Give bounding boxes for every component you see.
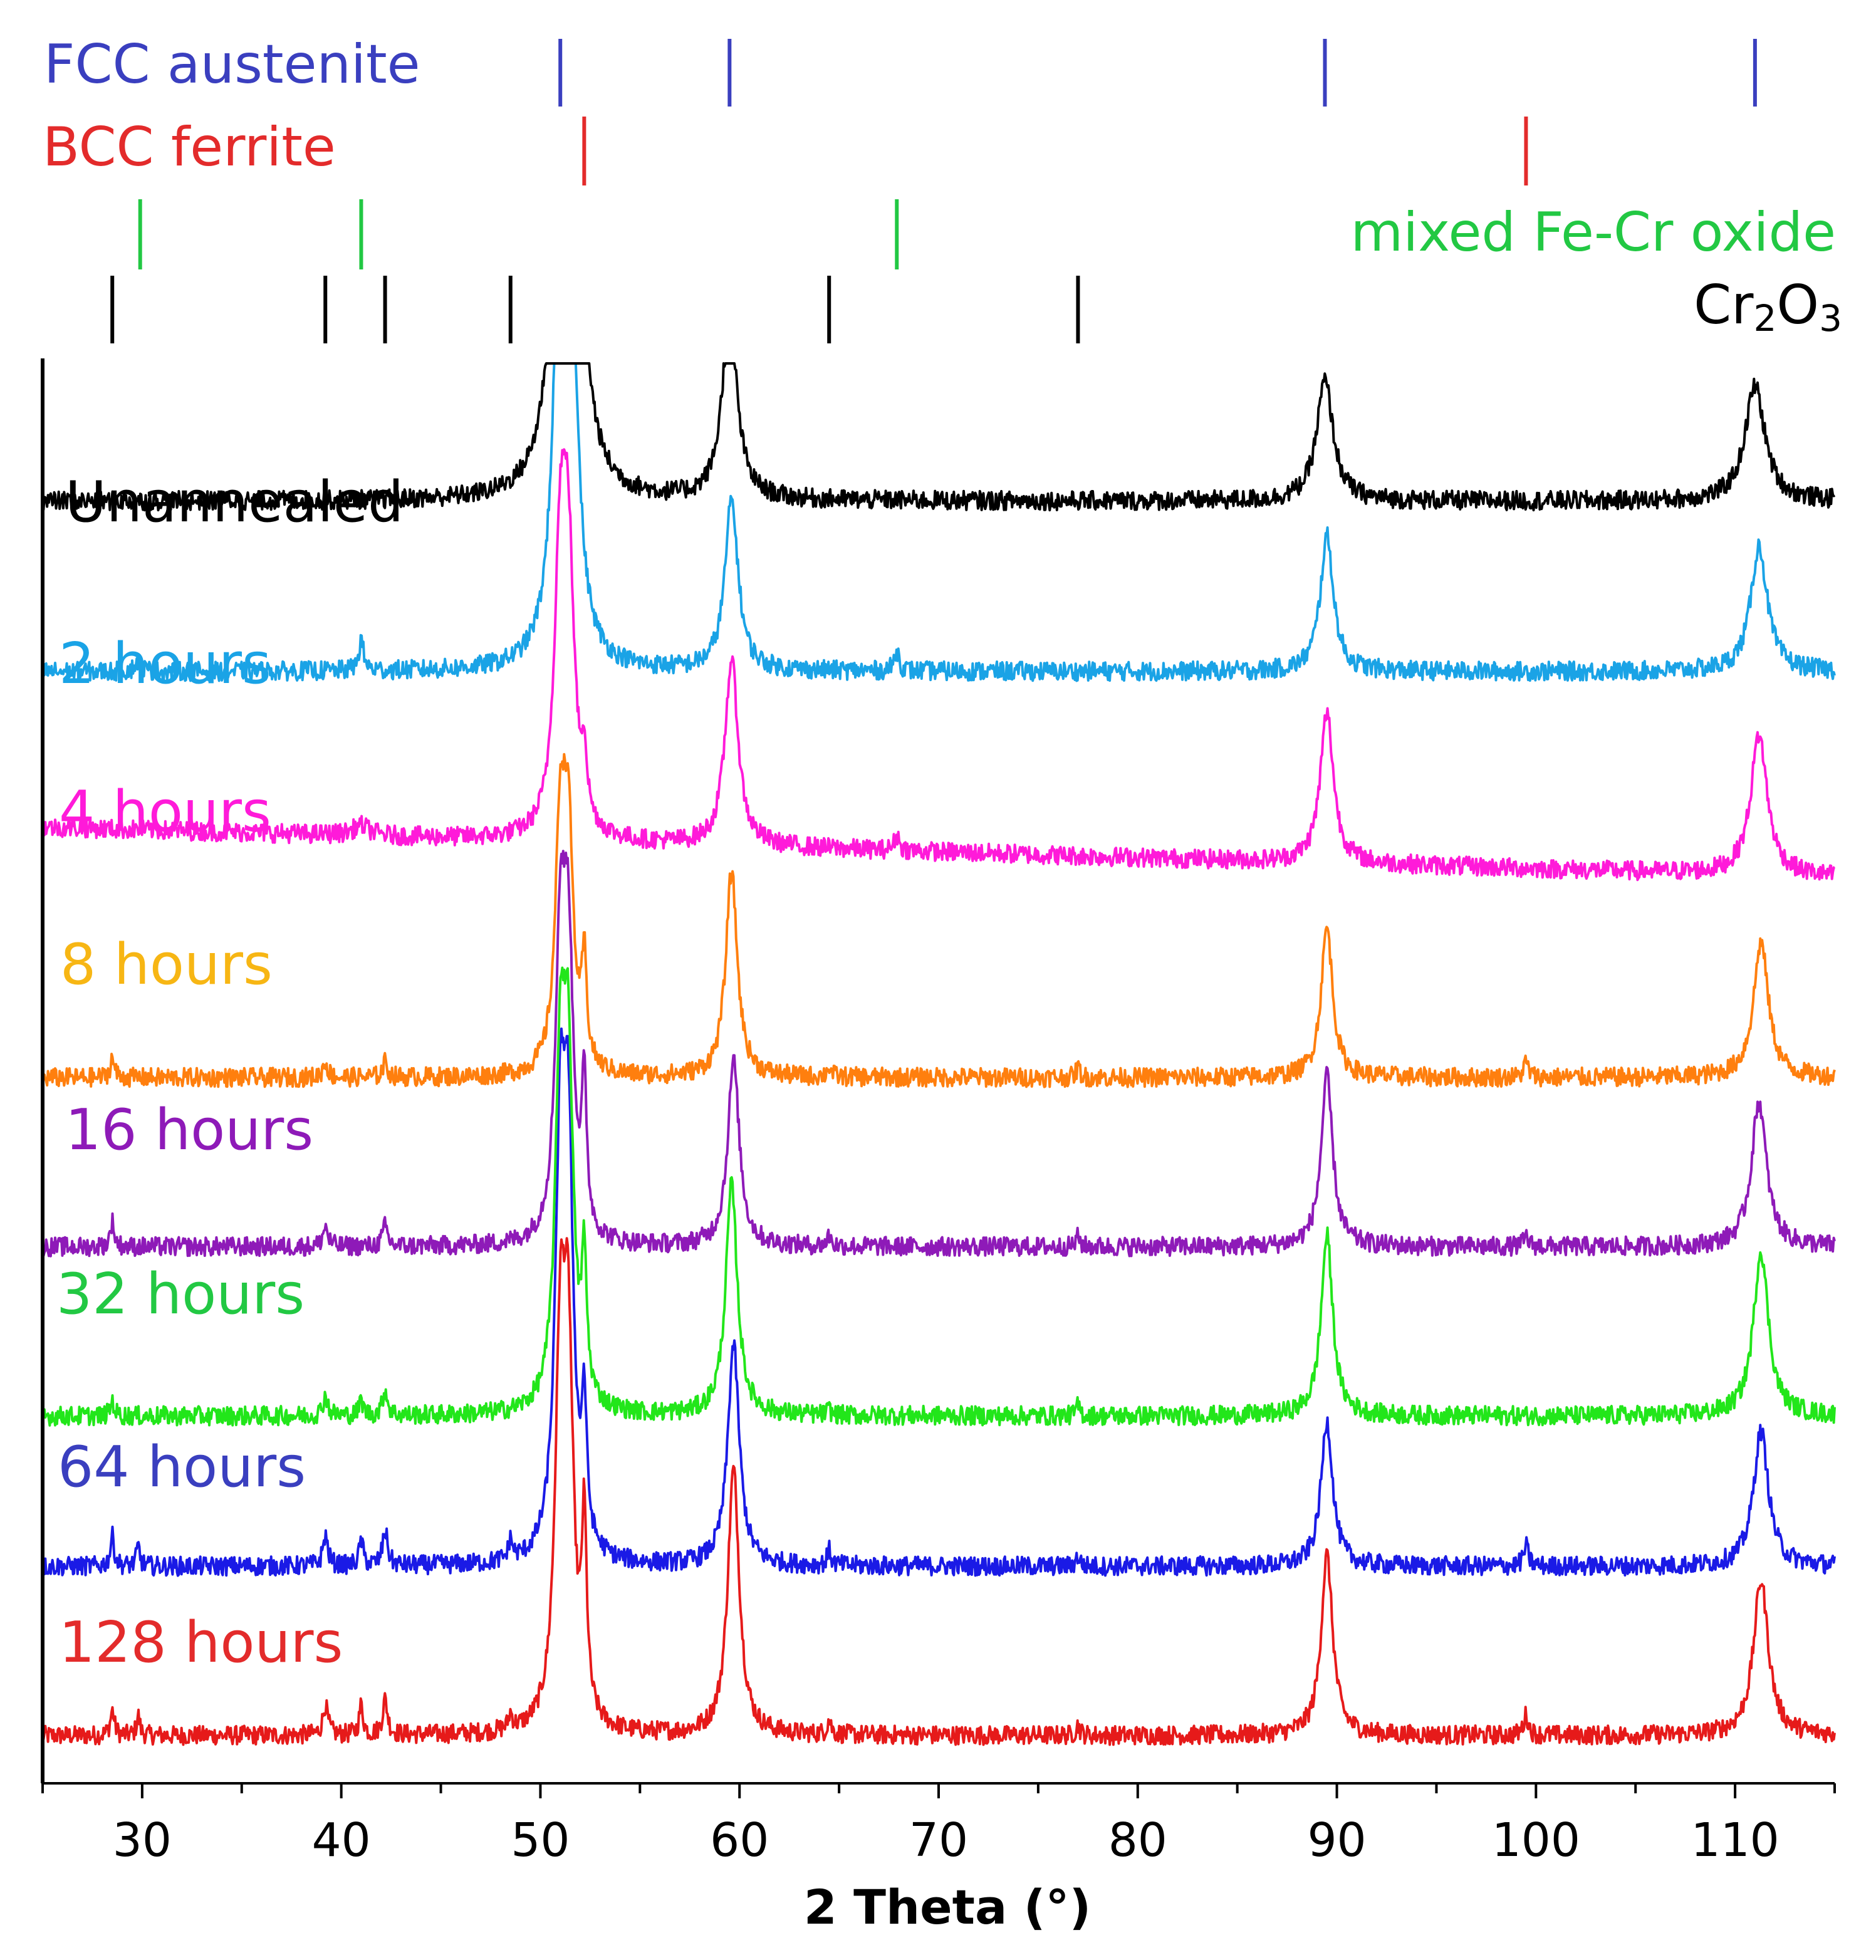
x-axis-ticks: 30 40 50 60 70 80 90 100 110 <box>41 1783 1836 1867</box>
series-label-32h: 32 hours <box>56 1261 305 1327</box>
x-tick-label-30: 30 <box>113 1813 172 1867</box>
series-line-4 <box>41 850 1836 1258</box>
x-tick-label-70: 70 <box>909 1813 968 1867</box>
ref-label-fcc: FCC austenite <box>44 33 420 96</box>
x-tick-label-100: 100 <box>1492 1813 1580 1867</box>
ref-label-oxide: mixed Fe-Cr oxide <box>1351 201 1836 264</box>
series-line-7 <box>41 1237 1836 1746</box>
series-label-8h: 8 hours <box>60 932 273 998</box>
cr2o3-cr: Cr <box>1694 274 1754 336</box>
x-tick-label-80: 80 <box>1108 1813 1167 1867</box>
ref-label-bcc: BCC ferrite <box>43 116 336 179</box>
cr2o3-o: O <box>1776 274 1819 336</box>
series-line-5 <box>41 966 1836 1427</box>
x-tick-label-50: 50 <box>511 1813 570 1867</box>
series-line-3 <box>41 753 1836 1088</box>
ref-label-cr2o3: Cr2O3 <box>1694 274 1842 340</box>
x-tick-label-90: 90 <box>1307 1813 1366 1867</box>
series-line-0 <box>41 362 1836 512</box>
series-line-2 <box>41 448 1836 882</box>
series-label-64h: 64 hours <box>58 1434 306 1500</box>
x-axis-title: 2 Theta (°) <box>804 1879 1091 1935</box>
series-line-1 <box>41 362 1836 682</box>
x-tick-label-40: 40 <box>312 1813 371 1867</box>
x-tick-label-110: 110 <box>1691 1813 1779 1867</box>
series-line-6 <box>41 1027 1836 1577</box>
cr2o3-sub2: 3 <box>1819 297 1842 340</box>
series-lines <box>41 362 1836 1746</box>
reference-markers <box>110 39 1757 343</box>
x-tick-label-60: 60 <box>710 1813 769 1867</box>
series-label-128h: 128 hours <box>59 1610 343 1676</box>
cr2o3-sub1: 2 <box>1753 297 1776 340</box>
series-label-16h: 16 hours <box>65 1097 313 1163</box>
